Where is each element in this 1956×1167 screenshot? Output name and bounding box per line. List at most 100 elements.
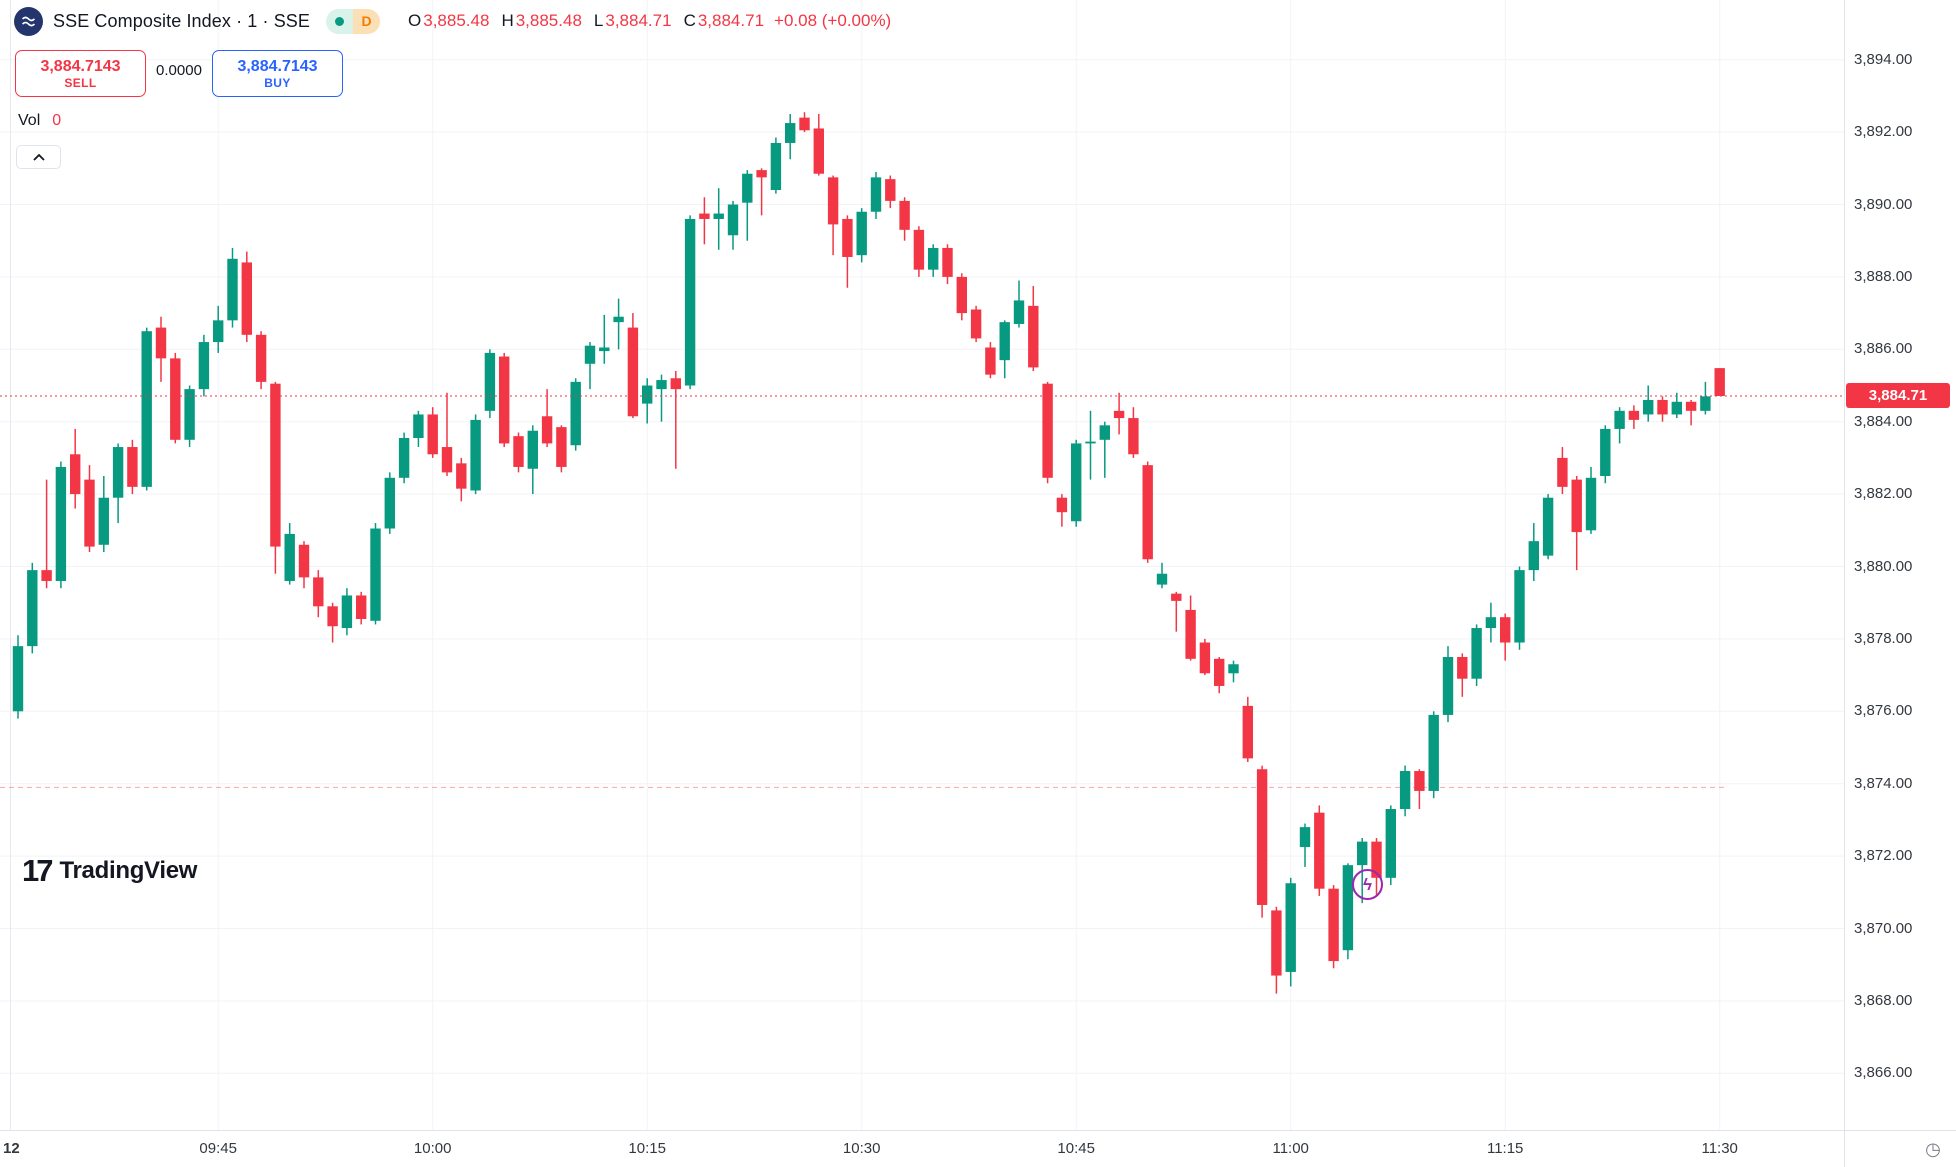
low-value: 3,884.71 [605, 11, 672, 30]
candle [70, 454, 81, 495]
sse-symbol-logo-icon[interactable] [14, 6, 43, 36]
candle [341, 595, 353, 629]
candle [1643, 399, 1654, 415]
candle [1171, 593, 1182, 601]
close-label: C [683, 11, 696, 30]
high-value: 3,885.48 [515, 11, 582, 30]
candle [1442, 657, 1454, 715]
price-axis-label: 3,886.00 [1854, 340, 1913, 358]
chevron-up-icon [32, 148, 45, 166]
candle [227, 258, 238, 321]
tradingview-logo-icon: 17 [22, 853, 54, 888]
candle [1514, 570, 1525, 643]
candle [670, 378, 681, 390]
candle [384, 477, 395, 529]
candle [184, 389, 195, 440]
candle [398, 437, 410, 478]
volume-label: Vol [18, 112, 41, 129]
change-value: +0.08 (+0.00%) [774, 11, 892, 30]
price-axis-separator [1844, 0, 1845, 1167]
candle [1013, 300, 1025, 324]
open-label: O [408, 11, 422, 30]
ohlc-readout: O 3,885.48 H 3,885.48 L 3,884.71 C 3,884… [408, 11, 891, 31]
sell-price: 3,884.7143 [40, 57, 121, 75]
price-axis-label: 3,876.00 [1854, 702, 1913, 720]
sell-label: SELL [64, 75, 97, 90]
candle [370, 528, 381, 621]
candle [1099, 425, 1110, 440]
market-status-badge[interactable]: D [326, 8, 381, 34]
candle [112, 447, 124, 498]
candle [699, 213, 710, 219]
candle [155, 327, 167, 359]
candle [55, 466, 67, 581]
buy-button[interactable]: 3,884.7143 BUY [212, 50, 343, 97]
time-axis-label: 11:15 [1486, 1140, 1524, 1157]
tradingview-watermark[interactable]: 17 TradingView [22, 853, 197, 888]
candle [1299, 827, 1311, 848]
price-axis-label: 3,888.00 [1854, 267, 1913, 285]
candle [999, 322, 1010, 361]
time-axis-label: 10:00 [413, 1140, 452, 1157]
spread-value: 0.0000 [156, 62, 202, 79]
candle [1357, 841, 1368, 866]
candle [599, 347, 610, 352]
candle [1428, 714, 1439, 791]
price-axis-label: 3,870.00 [1854, 919, 1913, 937]
candle [513, 436, 524, 467]
candle [427, 414, 438, 455]
candle [1185, 609, 1196, 659]
candle [1557, 457, 1568, 487]
candle [213, 320, 224, 343]
volume-row: Vol 0 [18, 112, 61, 130]
candle [985, 347, 996, 375]
time-axis-label: 11:30 [1701, 1140, 1738, 1157]
candle [842, 218, 853, 257]
candle [742, 173, 753, 203]
candle [799, 117, 810, 131]
candle [856, 211, 867, 256]
price-axis-label: 3,880.00 [1854, 557, 1913, 575]
price-axis-label: 3,872.00 [1854, 847, 1913, 865]
candle [1657, 399, 1668, 415]
candle [1113, 410, 1125, 419]
candle [899, 200, 910, 230]
candle [1214, 658, 1225, 686]
price-axis-label: 3,868.00 [1854, 991, 1913, 1009]
time-axis-label: 09:45 [199, 1140, 237, 1157]
candle [541, 416, 553, 444]
candle [1042, 383, 1053, 478]
clock-icon: ◷ [1925, 1138, 1941, 1159]
price-axis-label: 3,866.00 [1854, 1064, 1913, 1082]
collapse-panel-button[interactable] [16, 145, 61, 169]
time-axis-label: 10:30 [842, 1140, 881, 1157]
candle [827, 177, 839, 225]
candle [1571, 479, 1582, 533]
candle [1700, 396, 1711, 411]
symbol-title[interactable]: SSE Composite Index · 1 · SSE [53, 10, 311, 31]
candle [684, 218, 696, 386]
candle [656, 380, 667, 390]
candle [413, 414, 424, 438]
candle [1028, 305, 1039, 368]
sell-button[interactable]: 3,884.7143 SELL [15, 50, 146, 97]
candle [527, 430, 538, 469]
candle [327, 606, 338, 627]
candle [441, 447, 453, 473]
price-axis-label: 3,882.00 [1854, 485, 1913, 503]
candle [127, 447, 138, 487]
time-axis-label: 10:45 [1057, 1140, 1095, 1157]
candle [1156, 573, 1168, 585]
last-price-tag: 3,884.71 [1846, 383, 1950, 409]
price-axis-label: 3,892.00 [1854, 123, 1913, 141]
timezone-clock-button[interactable]: ◷ [1920, 1136, 1946, 1162]
candle [484, 352, 496, 411]
candle [41, 570, 52, 581]
candle [198, 342, 210, 390]
candle [1328, 888, 1339, 962]
candle [1056, 497, 1068, 513]
candle [556, 427, 567, 467]
quick-trade-flash-button[interactable]: ϟ [1352, 869, 1383, 900]
candle [255, 334, 267, 382]
